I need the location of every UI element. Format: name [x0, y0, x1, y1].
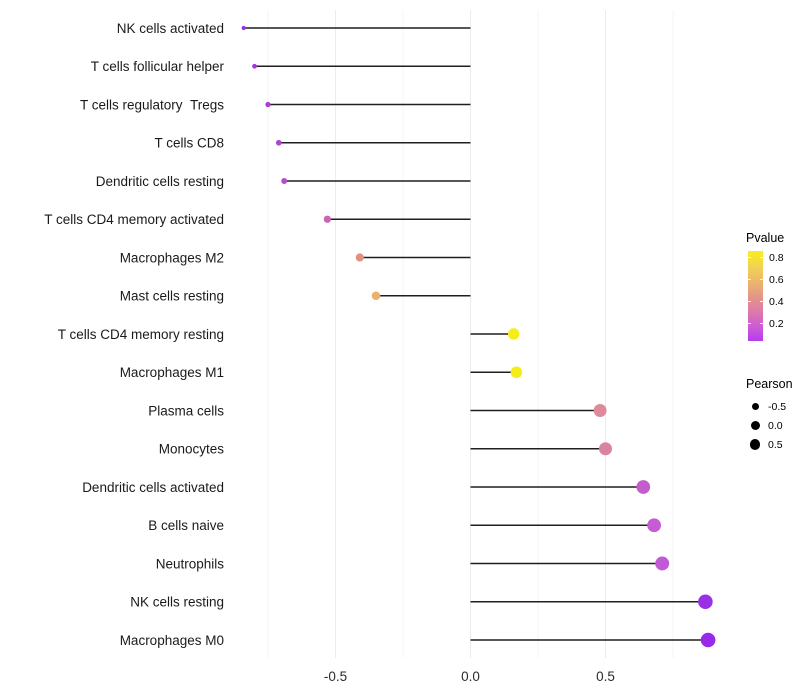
lollipop-dot [275, 139, 282, 146]
colorbar-tick-label: 0.8 [769, 252, 784, 264]
pearson-legend-title: Pearson [746, 377, 793, 391]
pvalue-colorbar-wrap: 0.8 0.6 0.4 0.2 [746, 251, 800, 347]
colorbar-tick [748, 301, 763, 302]
size-key-dot-medium [750, 421, 760, 430]
pearson-legend: Pearson -0.5 0.0 0.5 [746, 377, 800, 454]
lollipop-dot [371, 291, 381, 301]
y-axis-label: Monocytes [159, 442, 225, 457]
colorbar-tick [748, 279, 763, 280]
pvalue-legend-title: Pvalue [746, 231, 785, 245]
y-axis-label: Mast cells resting [120, 289, 224, 304]
lollipop-dot [636, 480, 651, 494]
pearson-dot-cell [746, 421, 764, 430]
lollipop-dot [241, 25, 246, 31]
lollipop-dot [265, 101, 271, 108]
lollipop-dot [598, 442, 613, 456]
x-axis-tick-label: 0.0 [461, 669, 480, 684]
size-key-dot-small [751, 403, 759, 410]
colorbar-tick-label: 0.2 [769, 318, 784, 330]
pearson-legend-row: 0.5 [746, 435, 800, 454]
pearson-size-label: -0.5 [768, 400, 787, 413]
pvalue-legend: Pvalue 0.8 0.6 0.4 0.2 [746, 231, 800, 347]
pearson-dot-cell [746, 439, 764, 450]
lollipop-dot [698, 594, 713, 610]
y-axis-label: Macrophages M2 [120, 250, 224, 265]
y-axis-label: T cells CD8 [154, 136, 224, 151]
pearson-legend-row: 0.0 [746, 416, 800, 435]
y-axis-label: T cells follicular helper [91, 59, 225, 74]
y-axis-label: T cells CD4 memory activated [44, 212, 224, 227]
lollipop-dot [252, 63, 257, 69]
y-axis-label: T cells regulatory Tregs [80, 97, 224, 112]
colorbar-tick-label: 0.6 [769, 274, 784, 286]
colorbar-tick-label: 0.4 [769, 296, 784, 308]
x-axis-tick-label: -0.5 [324, 669, 347, 684]
lollipop-dot [655, 556, 670, 571]
lollipop-dot [593, 404, 607, 417]
lollipop-dot [700, 632, 716, 648]
y-axis-label: B cells naive [148, 518, 224, 533]
y-axis-label: Macrophages M0 [120, 633, 224, 648]
colorbar-tick [748, 323, 763, 324]
y-axis-label: Dendritic cells activated [82, 480, 224, 495]
lollipop-dot [323, 215, 332, 223]
pearson-legend-row: -0.5 [746, 397, 800, 416]
y-axis-label: Plasma cells [148, 403, 224, 418]
lollipop-dot [647, 518, 661, 533]
y-axis-label: Neutrophils [156, 556, 225, 571]
colorbar-tick [748, 257, 763, 258]
legend: Pvalue 0.8 0.6 0.4 0.2 Pearson -0.5 [746, 231, 800, 454]
pearson-size-label: 0.0 [768, 419, 783, 432]
y-axis-label: Dendritic cells resting [96, 174, 224, 189]
y-axis-label: Macrophages M1 [120, 365, 224, 380]
lollipop-dot [281, 178, 288, 184]
size-key-dot-large [749, 439, 761, 450]
pearson-size-label: 0.5 [768, 438, 783, 451]
y-axis-label: NK cells resting [130, 595, 224, 610]
lollipop-dot [507, 328, 520, 340]
pearson-dot-cell [746, 403, 764, 410]
lollipop-dot [355, 253, 364, 262]
y-axis-label: NK cells activated [117, 21, 224, 36]
y-axis-label: T cells CD4 memory resting [58, 327, 224, 342]
x-axis-tick-label: 0.5 [596, 669, 615, 684]
pvalue-colorbar-gradient [748, 251, 763, 341]
lollipop-dot [510, 366, 523, 379]
